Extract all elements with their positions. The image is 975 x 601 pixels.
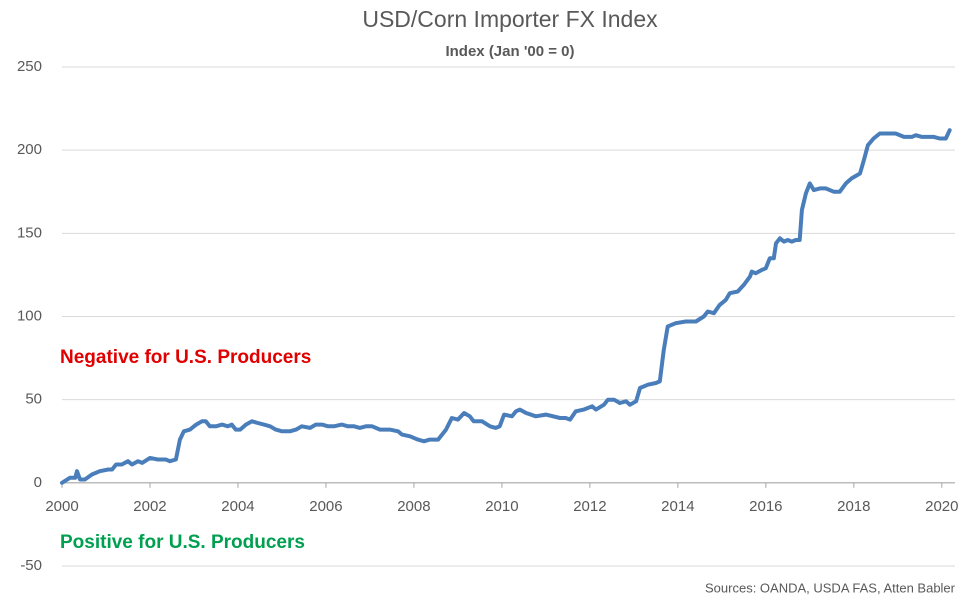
y-tick-label: 200 [17, 141, 42, 158]
x-tick-label: 2012 [573, 498, 606, 515]
y-tick-label: -50 [20, 557, 42, 574]
annotation: Positive for U.S. Producers [60, 532, 305, 553]
annotation: Negative for U.S. Producers [60, 347, 311, 368]
x-tick-label: 2016 [749, 498, 782, 515]
chart-title: USD/Corn Importer FX Index [362, 6, 658, 32]
x-tick-label: 2002 [133, 498, 166, 515]
x-tick-label: 2004 [221, 498, 254, 515]
x-tick-label: 2018 [837, 498, 870, 515]
y-tick-label: 0 [34, 474, 42, 491]
x-tick-label: 2020 [925, 498, 958, 515]
x-tick-label: 2014 [661, 498, 694, 515]
y-tick-label: 100 [17, 307, 42, 324]
source-note: Sources: OANDA, USDA FAS, Atten Babler [705, 580, 956, 595]
y-tick-label: 50 [25, 391, 42, 408]
x-tick-label: 2008 [397, 498, 430, 515]
y-tick-label: 150 [17, 224, 42, 241]
x-tick-label: 2006 [309, 498, 342, 515]
x-tick-label: 2010 [485, 498, 518, 515]
y-tick-label: 250 [17, 58, 42, 75]
x-tick-label: 2000 [45, 498, 78, 515]
chart-subtitle: Index (Jan '00 = 0) [445, 43, 574, 60]
data-line [60, 128, 952, 485]
